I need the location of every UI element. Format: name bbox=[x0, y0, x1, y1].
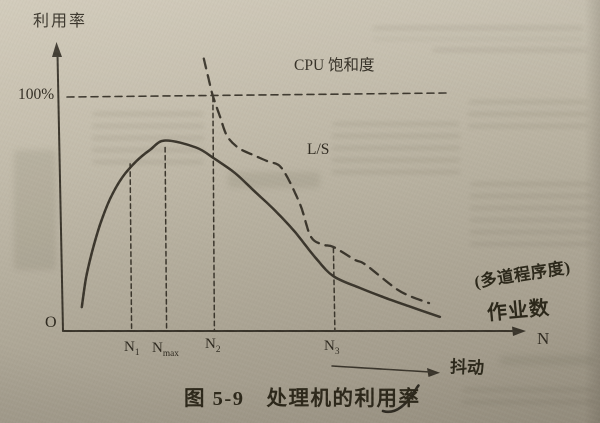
bleed-through-mark bbox=[468, 100, 588, 130]
bleed-through-mark bbox=[92, 112, 204, 164]
y-axis-title: 利用率 bbox=[33, 13, 88, 30]
tick-base: N bbox=[324, 338, 335, 354]
ls-label: L/S bbox=[307, 141, 330, 158]
origin-label: O bbox=[45, 314, 57, 331]
handwritten-swoosh bbox=[381, 384, 420, 414]
tick-guide-n1 bbox=[129, 163, 133, 332]
x-tick-nmax: Nmax bbox=[152, 340, 179, 359]
bleed-through-mark bbox=[462, 388, 594, 412]
x-tick-n2: N2 bbox=[205, 336, 221, 355]
tick-sub: 1 bbox=[134, 348, 140, 358]
tick-base: N bbox=[124, 339, 135, 355]
bleed-through-mark bbox=[228, 172, 320, 188]
cpu-saturation-label: CPU 饱和度 bbox=[294, 57, 375, 74]
saturation-line bbox=[66, 92, 447, 98]
tick-sub: max bbox=[162, 349, 179, 359]
y-axis-line bbox=[56, 53, 64, 332]
thrashing-arrowhead bbox=[427, 368, 440, 377]
tick-base: N bbox=[205, 336, 216, 352]
x-axis-arrowhead bbox=[512, 326, 526, 336]
tick-guide-nmax bbox=[164, 146, 168, 332]
tick-guide-n3 bbox=[332, 247, 336, 332]
thrashing-arrow bbox=[331, 365, 431, 373]
bleed-through-mark bbox=[500, 356, 594, 365]
bleed-through-mark bbox=[14, 150, 56, 270]
thrashing-label: 抖动 bbox=[449, 357, 485, 378]
y-axis-arrowhead bbox=[52, 42, 62, 57]
tick-sub: 3 bbox=[334, 347, 340, 357]
tick-guides bbox=[129, 96, 336, 332]
bleed-through-mark bbox=[470, 182, 592, 248]
tick-guide-n2 bbox=[212, 96, 216, 332]
x-axis-title: N bbox=[537, 329, 550, 348]
bleed-through-mark bbox=[432, 48, 588, 60]
ls-curve bbox=[202, 57, 431, 305]
utilization-curve bbox=[80, 139, 442, 319]
figure-caption: 图 5-9 处理机的利用率 bbox=[184, 388, 421, 410]
bleed-through-mark bbox=[332, 122, 460, 180]
hundred-percent-label: 100% bbox=[18, 86, 55, 103]
x-tick-n3: N3 bbox=[324, 338, 340, 357]
tick-sub: 2 bbox=[215, 345, 221, 355]
bleed-through-mark bbox=[372, 26, 584, 40]
tick-base: N bbox=[152, 340, 163, 356]
x-tick-n1: N1 bbox=[124, 339, 140, 358]
